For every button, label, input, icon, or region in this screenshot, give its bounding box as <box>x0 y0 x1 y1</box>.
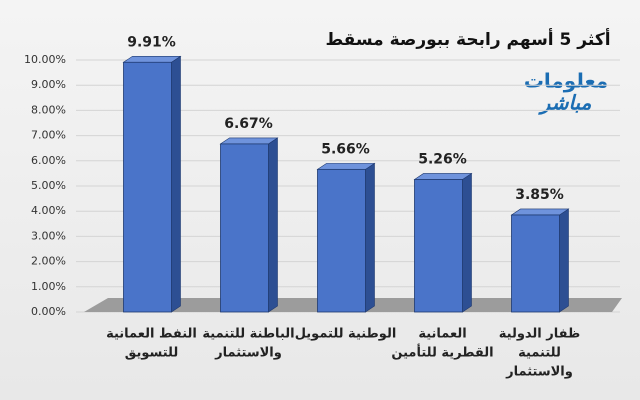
x-tick-label: للتسويق <box>125 346 178 361</box>
bar-top <box>510 208 570 216</box>
bar <box>317 168 366 313</box>
y-tick-label: 8.00% <box>31 103 66 116</box>
y-tick-label: 2.00% <box>31 255 66 268</box>
y-tick-label: 3.00% <box>31 229 66 242</box>
y-tick-label: 5.00% <box>31 179 66 192</box>
y-tick-label: 0.00% <box>31 305 66 318</box>
bar <box>414 179 463 313</box>
bar-side <box>268 137 278 313</box>
x-tick-label: والاستثمار <box>214 346 282 361</box>
bar <box>220 143 269 313</box>
x-tick-label: الوطنية للتمويل <box>295 327 397 342</box>
x-tick-label: النفط العمانية <box>106 327 197 342</box>
y-tick-label: 9.00% <box>31 78 66 91</box>
y-tick-label: 6.00% <box>31 154 66 167</box>
value-label: 6.67% <box>224 116 273 132</box>
y-tick-label: 1.00% <box>31 280 66 293</box>
value-label: 5.26% <box>418 151 467 167</box>
bar-top <box>219 137 279 145</box>
x-tick-label: ظفار الدولية <box>499 327 581 342</box>
bar-top <box>413 173 473 180</box>
logo: معلومات <box>524 69 608 93</box>
chart-title: أكثر 5 أسهم رابحة ببورصة مسقط <box>325 28 610 50</box>
y-tick-label: 7.00% <box>31 129 66 142</box>
value-label: 5.66% <box>321 141 370 157</box>
bar-side <box>171 55 181 313</box>
logo: مباشر <box>538 91 592 116</box>
bar-top <box>316 163 376 170</box>
bar-side <box>559 208 569 313</box>
y-tick-label: 4.00% <box>31 204 66 217</box>
x-tick-label: للتنمية <box>518 346 561 361</box>
x-tick-label: والاستثمار <box>505 365 573 380</box>
bar-side <box>365 162 375 313</box>
bar <box>511 214 560 313</box>
x-tick-label: القطرية للتأمين <box>391 344 493 361</box>
y-tick-label: 10.00% <box>24 53 66 66</box>
bar <box>123 61 172 313</box>
value-label: 9.91% <box>127 34 176 50</box>
x-tick-label: العمانية <box>418 327 466 342</box>
bar-side <box>462 172 472 313</box>
x-tick-label: الباطنة للتنمية <box>202 327 294 342</box>
bar-top <box>122 55 182 63</box>
value-label: 3.85% <box>515 187 564 203</box>
